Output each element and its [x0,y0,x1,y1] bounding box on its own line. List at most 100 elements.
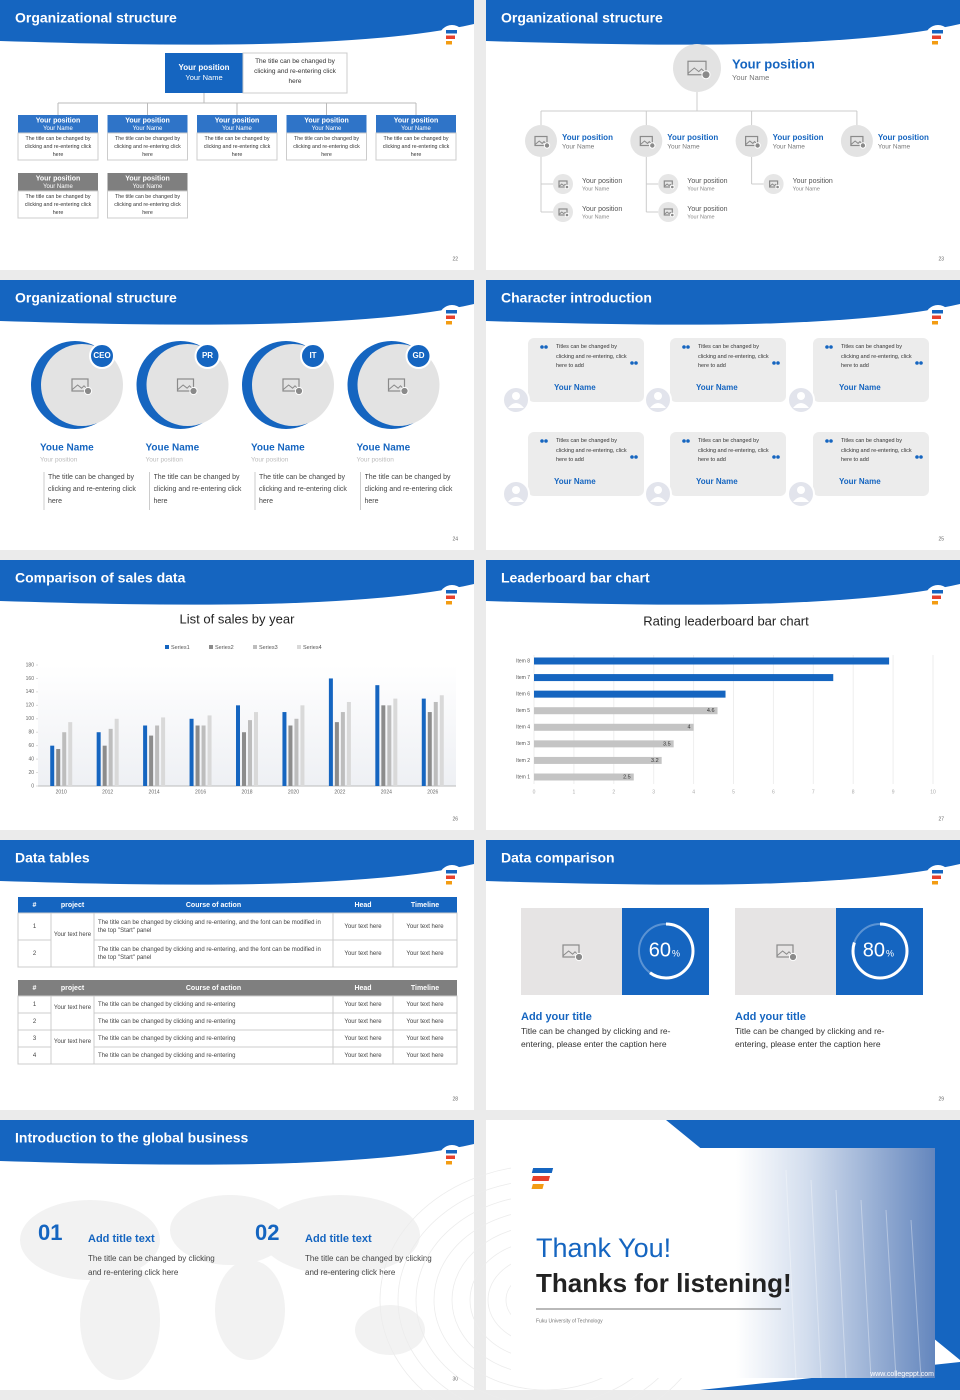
icon-mountain [663,183,673,187]
slide-title: Organizational structure [501,10,663,26]
logo-bar [446,870,457,874]
bar [143,725,148,786]
page-number: 29 [938,1096,944,1102]
y-tick-label: Item 3 [516,741,530,747]
item-title: Add title text [305,1233,372,1245]
card [670,432,786,496]
member-position: Your position [357,457,395,464]
y-tick-label: 40 [28,756,34,762]
legend-label: Series4 [303,645,322,651]
slide: Organizational structure 24 CEO Youe Name Yo… [0,280,474,550]
bar [427,712,432,786]
logo-bar [446,601,452,605]
role-tag: IT [309,351,316,360]
head-name: Your Name [185,73,222,82]
action-cell-frame: The title can be changed by clicking and… [98,920,321,934]
photo [736,1148,935,1378]
bar [346,701,351,786]
bar [534,756,662,764]
head-cell: Your text here [344,924,382,930]
item-text: The title can be changed by clicking and… [88,1254,215,1277]
header-band [0,560,474,605]
avatar-head [654,392,662,400]
bar [534,690,726,698]
x-tick-label: 2012 [102,789,113,795]
project-cell-frame: Your text here [54,1039,91,1045]
percent-unit: % [672,948,680,958]
tag-badge [89,343,115,369]
y-tick-label: 60 [28,743,34,749]
bar [195,725,200,786]
avatar-head [797,486,805,494]
item-text-frame: The title can be changed by clicking and… [305,1254,432,1277]
slide: Introduction to the global business 30 01 A… [0,1120,474,1390]
item-text-frame: The title can be changed by clicking and… [88,1254,215,1277]
child-position: Your position [582,206,622,213]
member-position: Your position [394,117,439,124]
icon-frame [71,378,89,392]
column-header: Course of action [186,902,241,909]
head-cell: Your text here [344,1053,382,1059]
bar [334,722,339,786]
page-number: 28 [452,1096,458,1102]
x-tick-label: 4 [692,789,695,795]
logo-bar [446,1161,452,1165]
icon-plus [294,386,304,396]
member-text-frame: The title can be changed by clicking and… [25,136,92,158]
image-icon [663,208,675,218]
member-position: Your position [215,117,260,124]
child-name: Your Name [687,214,714,220]
bar [236,705,240,786]
logo-bar [446,30,457,34]
cell [50,995,95,1031]
x-tick-label: 2026 [427,789,438,795]
photo-line [835,1189,847,1379]
icon-plus [701,70,711,80]
ring-progress [851,922,909,980]
card [670,338,786,402]
cell [93,939,334,968]
logo-bar [531,1168,554,1173]
child-position: Your position [582,178,622,185]
icon-mountain [562,950,580,957]
cell [392,939,458,968]
child-avatar [553,174,573,194]
y-tick-label: Item 7 [516,675,530,681]
y-tick-label: 100 [26,716,35,722]
logo-bar [932,41,938,45]
bar [155,725,160,786]
x-tick-label: 6 [772,789,775,795]
ring-progress [637,922,695,980]
bar [534,740,674,748]
bar [534,674,834,682]
member-name: Your Name [43,184,73,190]
member-body [286,132,367,161]
icon-frame [776,944,794,958]
logo-bar [446,1150,457,1154]
member-text: The title can be changed by clicking and… [382,136,450,158]
bar [534,657,890,665]
bar [56,749,61,786]
icon-plus [754,142,761,149]
role-tag: PR [202,351,213,360]
slide-title: Introduction to the global business [15,1130,249,1146]
x-tick-label: 7 [812,789,815,795]
slide-title: Data comparison [501,850,615,866]
quote-mark [919,361,923,365]
member-text: The title can be changed by clicking and… [203,136,271,158]
action-cell: The title can be changed by clicking and… [98,1018,236,1025]
icon-mountain [776,950,794,957]
member-text: The title can be changed by clicking and… [114,194,181,216]
y-tick-label: 180 [26,662,35,668]
member-name: Your Name [43,126,73,132]
quote-mark [686,439,690,443]
page-number: 22 [452,256,458,262]
action-cell: The title can be changed by clicking and… [98,1035,236,1042]
header-band [486,0,960,45]
action-cell-frame: The title can be changed by clicking and… [98,1053,235,1059]
image-icon [639,135,656,149]
bar [242,732,246,786]
row-number: 4 [33,1053,37,1059]
column-header: Timeline [411,985,439,992]
quote-mark [686,345,690,349]
